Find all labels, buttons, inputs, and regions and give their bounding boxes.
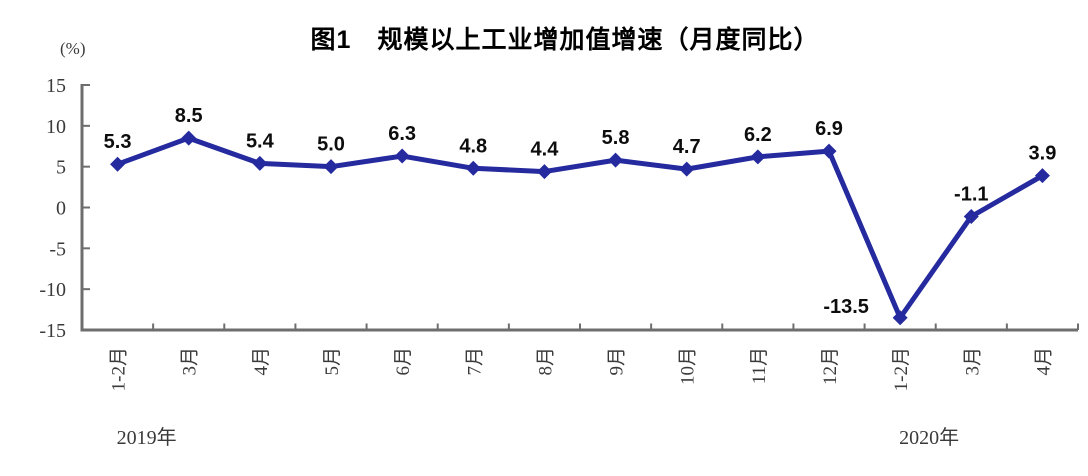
data-line xyxy=(115,135,1045,321)
y-axis-label: 10 xyxy=(46,116,66,138)
x-axis-label: 3月 xyxy=(962,347,983,376)
x-axis-label: 6月 xyxy=(393,347,414,376)
data-label: -1.1 xyxy=(954,183,988,205)
y-axis-unit-label: (%) xyxy=(60,39,86,58)
y-axis-label: -5 xyxy=(49,238,66,260)
data-label: 6.9 xyxy=(815,118,843,140)
data-label: 5.4 xyxy=(246,130,275,152)
data-label: 4.4 xyxy=(531,139,560,161)
data-point-marker xyxy=(1034,168,1050,184)
x-axis-label: 8月 xyxy=(535,347,556,376)
data-label: 4.8 xyxy=(459,135,487,157)
data-point-marker xyxy=(892,310,908,326)
data-label: 3.9 xyxy=(1029,143,1057,165)
data-point-marker xyxy=(465,160,481,176)
x-axis-label: 1-2月 xyxy=(109,347,130,391)
x-axis-label: 4月 xyxy=(1033,347,1054,376)
y-axis-label: 5 xyxy=(56,157,66,179)
data-point-marker xyxy=(181,130,197,146)
data-point-marker xyxy=(679,161,695,177)
x-axis-label: 7月 xyxy=(464,347,485,376)
data-label: 5.8 xyxy=(602,127,630,149)
chart-title: 图1 规模以上工业增加值增速（月度同比） xyxy=(310,26,820,54)
data-label: 6.2 xyxy=(744,124,772,146)
data-point-marker xyxy=(252,155,268,171)
x-axis-label: 11月 xyxy=(749,347,770,384)
y-axis-label: 15 xyxy=(46,75,66,97)
data-point-marker xyxy=(821,143,837,159)
data-point-marker xyxy=(750,149,766,165)
x-axis-label: 1-2月 xyxy=(891,347,912,391)
data-label: 6.3 xyxy=(388,123,416,145)
x-axis-label: 5月 xyxy=(322,347,343,376)
data-label: 4.7 xyxy=(673,136,701,158)
data-point-marker xyxy=(394,148,410,164)
x-axis-label: 9月 xyxy=(607,347,628,376)
y-axis-label: -10 xyxy=(39,279,66,301)
y-axis-label: 0 xyxy=(56,198,66,220)
year-label: 2020年 xyxy=(899,426,959,449)
data-label: 8.5 xyxy=(175,105,203,127)
x-axis-label: 3月 xyxy=(180,347,201,376)
x-axis-label: 12月 xyxy=(820,347,841,385)
data-label: 5.0 xyxy=(317,134,345,156)
year-label: 2019年 xyxy=(117,426,177,449)
data-point-marker xyxy=(963,208,979,224)
x-axis-label: 10月 xyxy=(678,347,699,385)
y-axis-label: -15 xyxy=(39,320,66,342)
data-label: 5.3 xyxy=(104,131,132,153)
data-point-marker xyxy=(608,152,624,168)
data-point-marker xyxy=(110,156,126,172)
x-axis-label: 4月 xyxy=(251,347,272,376)
data-point-marker xyxy=(536,164,552,180)
data-label: -13.5 xyxy=(823,296,869,318)
data-point-marker xyxy=(323,159,339,175)
